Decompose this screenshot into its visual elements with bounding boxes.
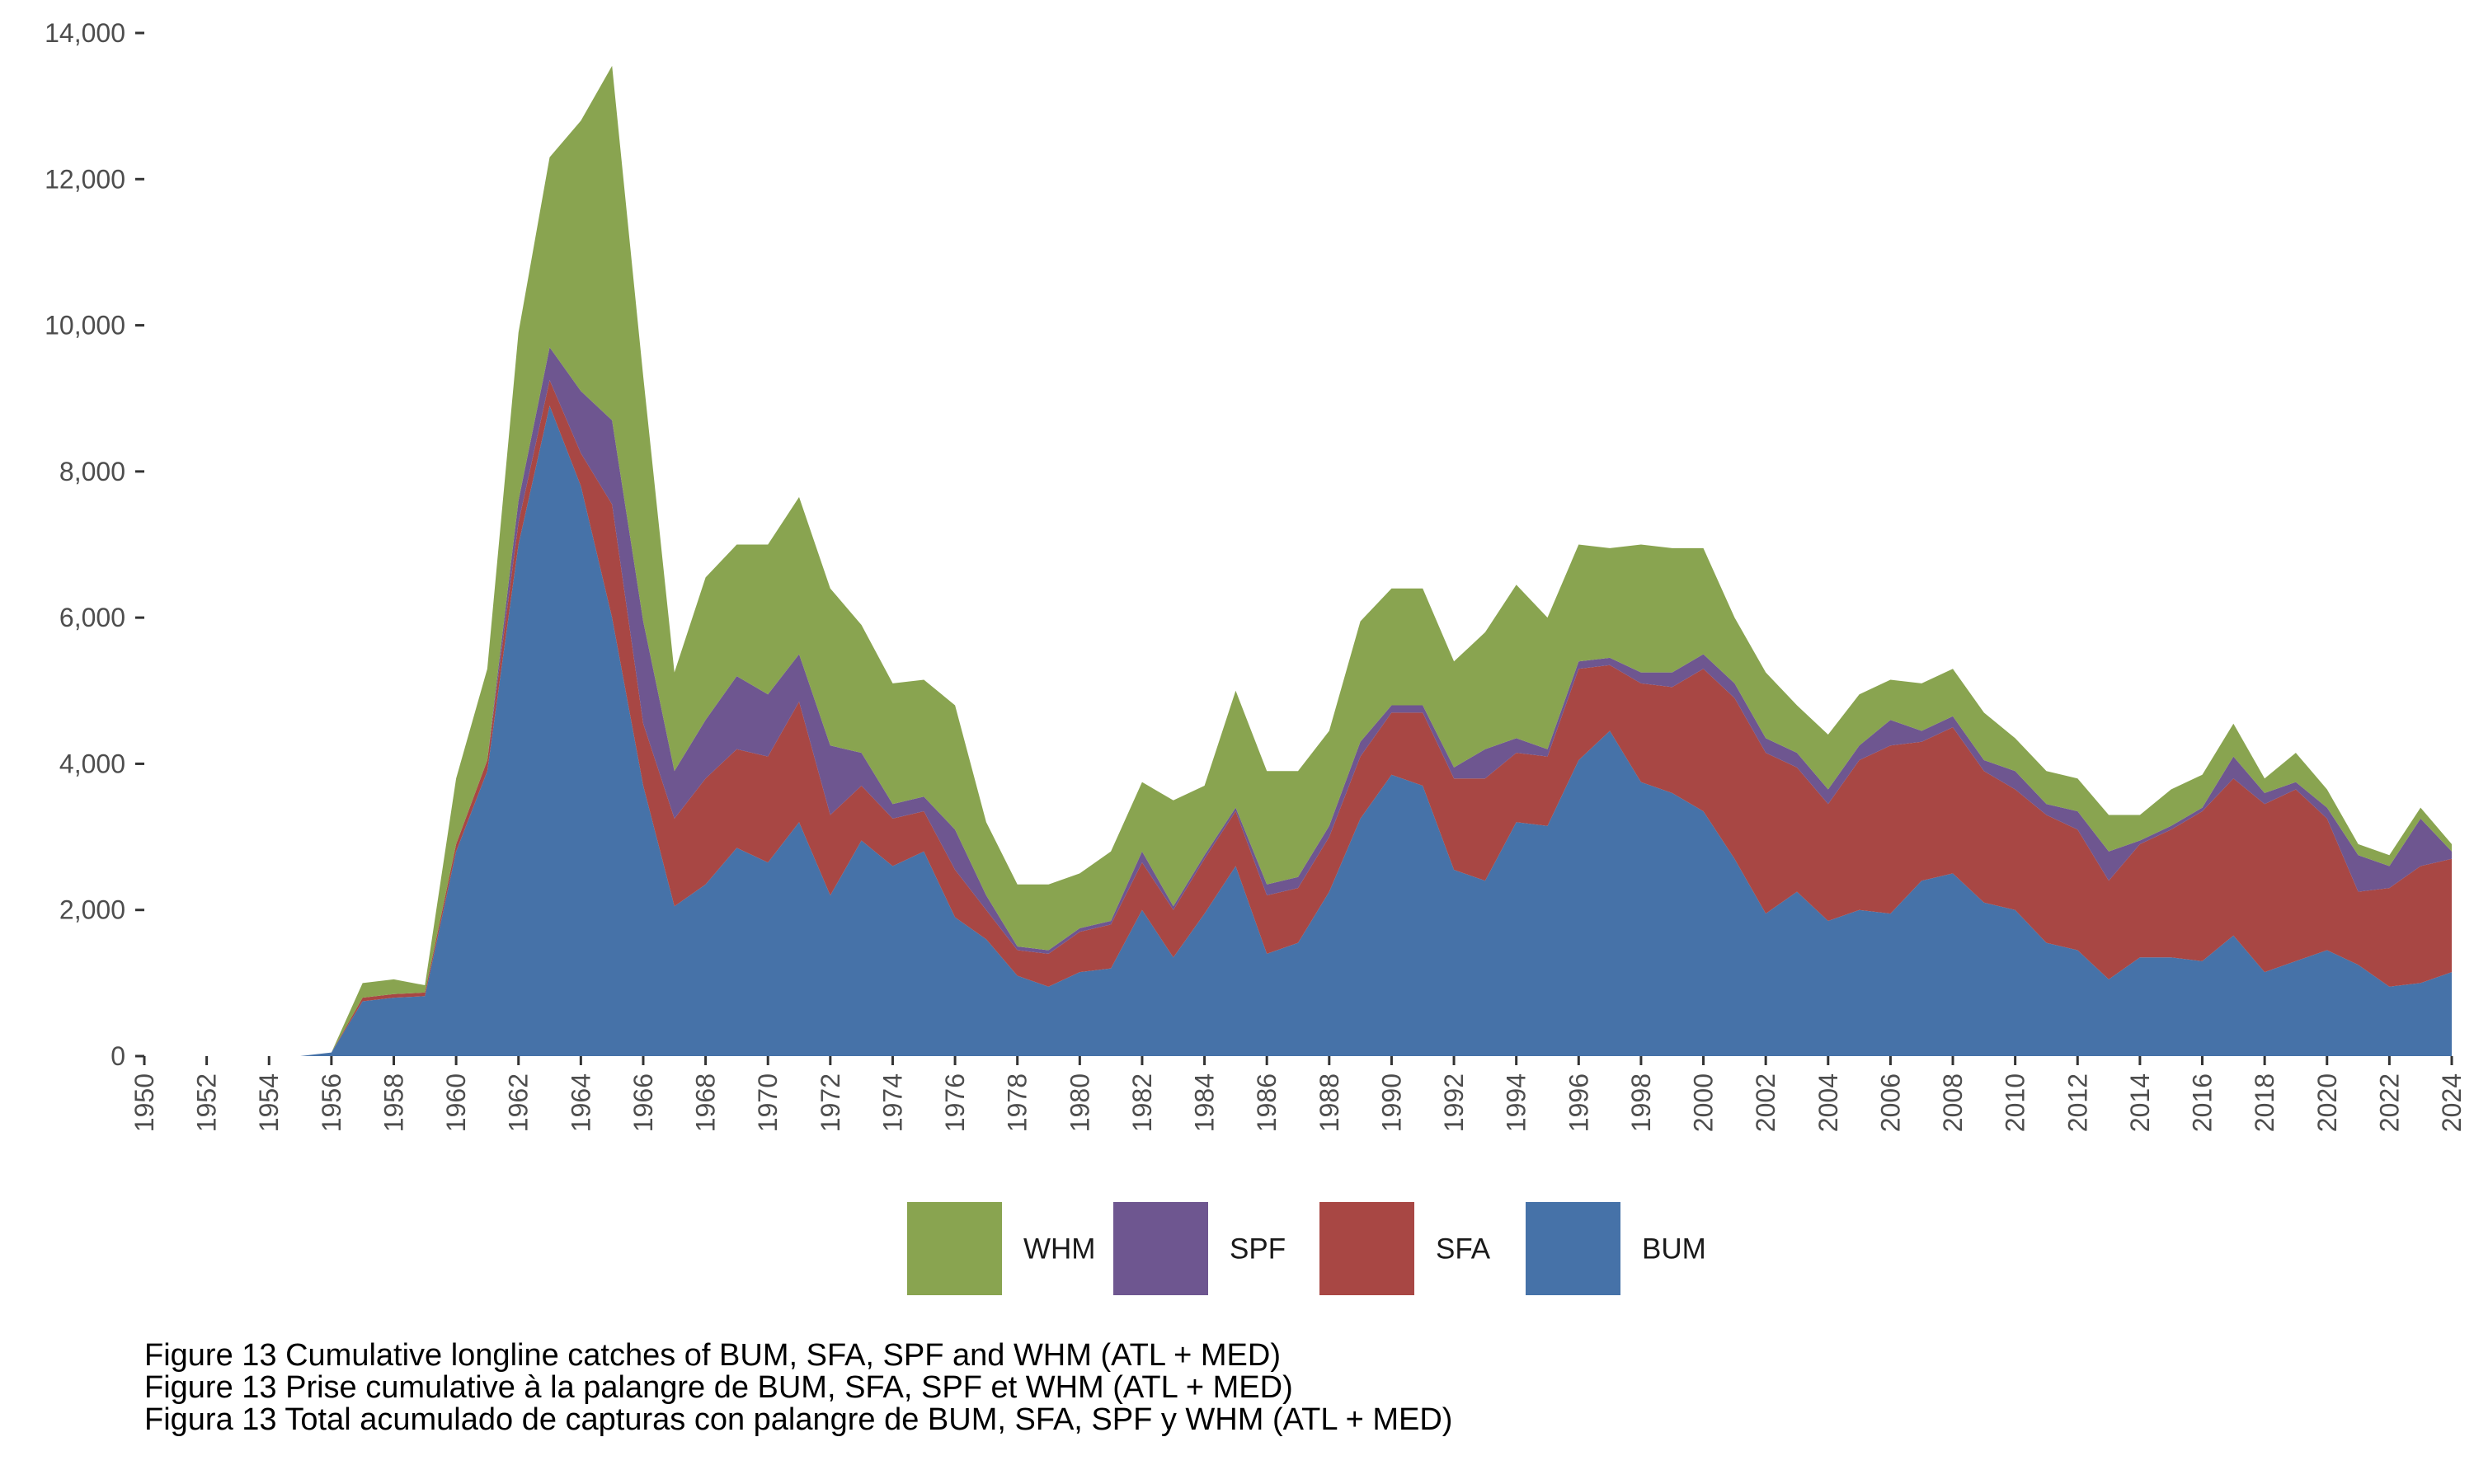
x-tick-label: 2006 — [1875, 1073, 1905, 1132]
legend: WHM SPF SFA BUM — [907, 1202, 1706, 1295]
x-tick-label: 1998 — [1626, 1073, 1656, 1132]
x-tick-label: 1986 — [1252, 1073, 1282, 1132]
x-tick-label: 1956 — [317, 1073, 346, 1132]
legend-key-whm — [907, 1202, 1002, 1295]
x-tick-label: 2010 — [2001, 1073, 2030, 1132]
caption-spanish: Figura 13 Total acumulado de capturas co… — [144, 1402, 1453, 1437]
x-tick-label: 2016 — [2188, 1073, 2218, 1132]
x-tick-label: 2012 — [2062, 1073, 2092, 1132]
x-tick-label: 1968 — [691, 1073, 721, 1132]
caption-french: Figure 13 Prise cumulative à la palangre… — [144, 1370, 1293, 1405]
caption-english: Figure 13 Cumulative longline catches of… — [144, 1338, 1281, 1373]
x-axis: 1950 1952 1954 1956 1958 1960 1962 1964 1966 1968… — [129, 1056, 2467, 1132]
x-tick-label: 1972 — [816, 1073, 845, 1132]
x-tick-label: 1966 — [628, 1073, 658, 1132]
x-tick-label: 1980 — [1065, 1073, 1094, 1132]
legend-label-spf: SPF — [1230, 1233, 1286, 1266]
y-axis: 0 2,000 4,000 6,000 8,000 10,000 12,000 14,000 — [45, 18, 144, 1071]
x-tick-label: 1970 — [753, 1073, 783, 1132]
x-tick-label: 1990 — [1376, 1073, 1406, 1132]
x-tick-label: 2018 — [2250, 1073, 2279, 1132]
x-tick-label: 1994 — [1502, 1073, 1531, 1132]
x-tick-label: 2008 — [1938, 1073, 1968, 1132]
x-tick-label: 1988 — [1315, 1073, 1344, 1132]
x-tick-label: 1954 — [254, 1073, 284, 1132]
y-tick-label: 8,000 — [59, 457, 125, 486]
x-tick-label: 2000 — [1689, 1073, 1719, 1132]
x-tick-label: 1952 — [192, 1073, 222, 1132]
x-tick-label: 2002 — [1751, 1073, 1780, 1132]
x-tick-label: 1984 — [1190, 1073, 1220, 1132]
x-tick-label: 1960 — [441, 1073, 471, 1132]
legend-key-spf — [1113, 1202, 1208, 1295]
legend-key-bum — [1526, 1202, 1620, 1295]
x-tick-label: 2022 — [2374, 1073, 2404, 1132]
legend-label-sfa: SFA — [1436, 1233, 1491, 1266]
x-tick-label: 1958 — [379, 1073, 409, 1132]
legend-label-bum: BUM — [1642, 1233, 1706, 1266]
x-tick-label: 1978 — [1003, 1073, 1032, 1132]
x-tick-label: 1964 — [566, 1073, 595, 1132]
area-series-whm — [144, 65, 2452, 1056]
y-tick-label: 6,000 — [59, 603, 125, 632]
x-tick-label: 1982 — [1127, 1073, 1157, 1132]
x-tick-label: 2014 — [2125, 1073, 2155, 1132]
y-tick-label: 4,000 — [59, 749, 125, 778]
area-series-bum — [144, 406, 2452, 1057]
area-series-sfa — [144, 380, 2452, 1057]
x-tick-label: 1974 — [878, 1073, 908, 1132]
x-tick-label: 1992 — [1439, 1073, 1469, 1132]
x-tick-label: 1962 — [504, 1073, 534, 1132]
y-tick-label: 14,000 — [45, 18, 125, 48]
x-tick-label: 1950 — [129, 1073, 159, 1132]
y-tick-label: 10,000 — [45, 311, 125, 340]
x-tick-label: 1996 — [1564, 1073, 1593, 1132]
area-layer — [144, 65, 2452, 1057]
legend-key-sfa — [1319, 1202, 1414, 1295]
y-tick-label: 2,000 — [59, 895, 125, 925]
y-tick-label: 0 — [111, 1041, 125, 1071]
y-tick-label: 12,000 — [45, 164, 125, 194]
x-tick-label: 2024 — [2437, 1073, 2467, 1132]
x-tick-label: 2020 — [2312, 1073, 2342, 1132]
x-tick-label: 2004 — [1813, 1073, 1843, 1132]
legend-label-whm: WHM — [1023, 1233, 1095, 1266]
x-tick-label: 1976 — [940, 1073, 970, 1132]
